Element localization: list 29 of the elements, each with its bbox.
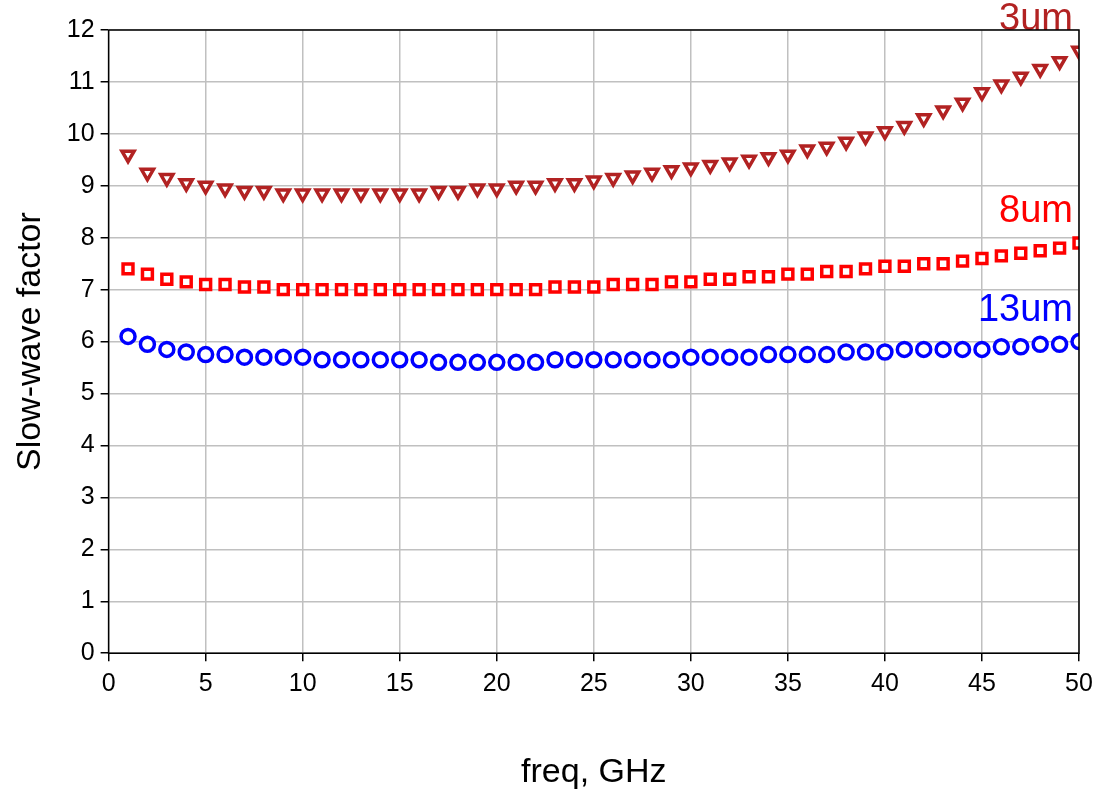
y-tick-label: 12	[66, 13, 95, 42]
x-tick-label: 50	[1065, 668, 1093, 697]
y-tick-label: 5	[80, 377, 95, 406]
y-tick-label: 1	[80, 585, 95, 614]
x-tick-label: 0	[101, 668, 116, 697]
y-tick-label: 3	[80, 481, 95, 510]
y-tick-label: 10	[66, 117, 95, 146]
y-tick-label: 8	[80, 221, 95, 250]
y-tick-label: 9	[80, 169, 95, 198]
x-tick-label: 40	[871, 668, 899, 697]
y-tick-label: 4	[80, 429, 95, 458]
series-label: 3um	[999, 0, 1073, 39]
series-label: 8um	[999, 188, 1073, 231]
y-axis-title: Slow-wave factor	[8, 212, 47, 472]
y-tick-label: 6	[80, 325, 95, 354]
x-axis-title: freq, GHz	[521, 750, 667, 789]
x-tick-label: 45	[968, 668, 996, 697]
x-tick-label: 10	[288, 668, 317, 697]
x-tick-label: 5	[198, 668, 213, 697]
x-tick-label: 15	[385, 668, 414, 697]
x-tick-label: 20	[482, 668, 511, 697]
x-tick-label: 35	[773, 668, 802, 697]
x-tick-label: 30	[676, 668, 705, 697]
y-tick-label: 11	[68, 65, 95, 94]
x-tick-label: 25	[579, 668, 608, 697]
y-tick-label: 0	[80, 637, 95, 666]
series-label: 13um	[977, 287, 1073, 330]
y-tick-label: 2	[80, 533, 95, 562]
y-tick-label: 7	[80, 273, 95, 302]
